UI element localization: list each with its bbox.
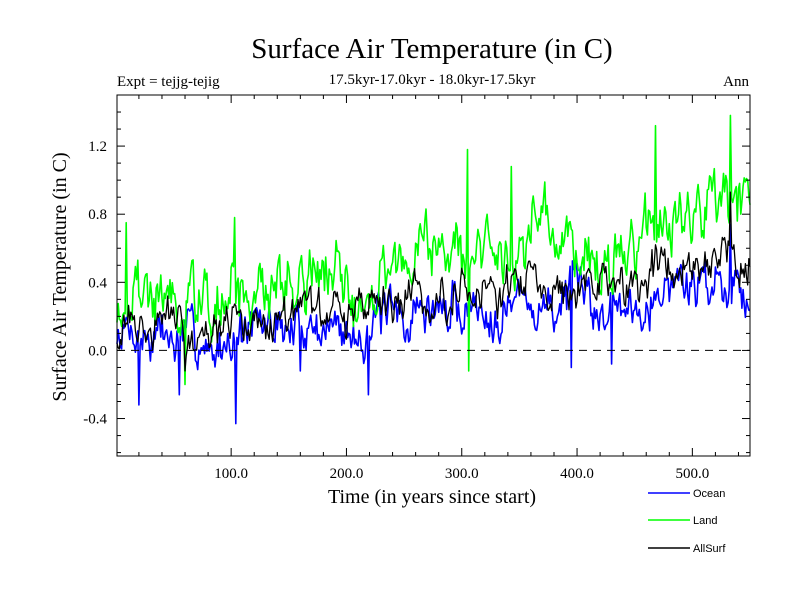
y-tick-label: 0.0 xyxy=(88,343,107,359)
series-line-allsurf xyxy=(116,191,751,372)
chart-title: Surface Air Temperature (in C) xyxy=(251,33,612,65)
chart-subtitle: 17.5kyr-17.0kyr - 18.0kyr-17.5kyr xyxy=(329,72,536,88)
x-axis-label: Time (in years since start) xyxy=(328,486,536,508)
season-label: Ann xyxy=(723,74,749,90)
x-tick-label: 200.0 xyxy=(330,466,364,482)
series-line-land xyxy=(116,114,751,386)
y-axis-label: Surface Air Temperature (in C) xyxy=(49,152,71,401)
y-tick-label: 0.8 xyxy=(88,207,107,223)
y-tick-label: 0.4 xyxy=(88,275,107,291)
legend-label-allsurf: AllSurf xyxy=(693,543,726,555)
legend-label-ocean: Ocean xyxy=(693,488,725,500)
plot-frame xyxy=(116,94,751,457)
ticks-layer: 100.0 200.0 300.0 400.0 500.0 -0.4 0.0 0.4 0.8 1.… xyxy=(83,95,750,482)
x-tick-label: 300.0 xyxy=(445,466,479,482)
legend: Ocean Land AllSurf xyxy=(648,488,726,555)
expt-label: Expt = tejjg-tejig xyxy=(117,74,220,90)
plot-area: 100.0 200.0 300.0 400.0 500.0 -0.4 0.0 0.4 0.8 1.… xyxy=(83,94,751,482)
x-tick-label: 400.0 xyxy=(560,466,594,482)
series-line-ocean xyxy=(116,223,751,425)
series-layer xyxy=(116,114,751,425)
legend-label-land: Land xyxy=(693,515,717,527)
x-tick-label: 100.0 xyxy=(214,466,248,482)
y-tick-label: 1.2 xyxy=(88,139,107,155)
y-tick-label: -0.4 xyxy=(83,412,107,428)
x-tick-label: 500.0 xyxy=(675,466,709,482)
